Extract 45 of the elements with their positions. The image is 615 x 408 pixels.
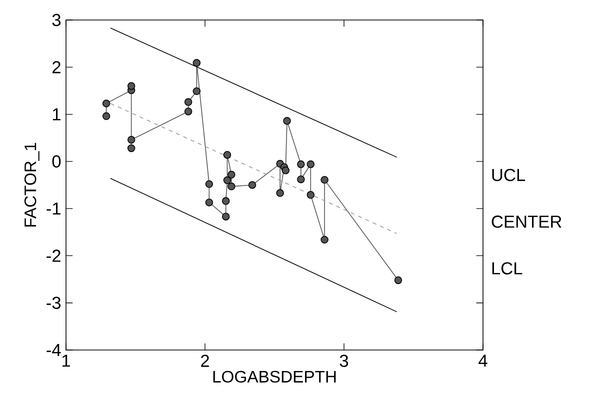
point [276, 189, 284, 197]
x-axis-title: LOGABSDEPTH [213, 370, 336, 383]
point [222, 212, 230, 220]
y-tick-label: 0 [52, 155, 61, 168]
y-axis-title: FACTOR_1 [24, 142, 40, 227]
point [228, 182, 236, 190]
y-tick-label: 2 [52, 61, 60, 74]
y-tick-label: 3 [52, 14, 61, 26]
point [320, 176, 328, 184]
point [102, 100, 110, 108]
text: LCL [492, 262, 522, 274]
point [184, 98, 192, 106]
y-tick-label: -2 [46, 250, 60, 262]
point [102, 112, 110, 120]
point [127, 82, 136, 90]
x-tick-label: 4 [478, 354, 488, 367]
point [222, 197, 230, 205]
point [320, 236, 328, 244]
point [306, 160, 315, 168]
point [127, 144, 136, 152]
y-tick-label: 1 [52, 108, 60, 120]
point [184, 108, 192, 116]
point [248, 181, 256, 189]
y-tick-label: -3 [46, 296, 61, 309]
point [394, 276, 402, 284]
point [282, 166, 290, 174]
y-tick-label: -1 [46, 202, 60, 215]
point [228, 170, 236, 178]
point [192, 59, 201, 67]
x-tick-label: 1 [62, 354, 70, 367]
point [205, 198, 214, 206]
y-tick-label: -4 [46, 344, 61, 356]
x-tick-label: 3 [340, 354, 348, 367]
text: UCL [492, 168, 526, 182]
point [297, 160, 305, 168]
point [223, 150, 232, 159]
point [223, 176, 232, 184]
point [192, 87, 201, 96]
point [127, 136, 136, 144]
point [205, 180, 214, 188]
point [306, 191, 315, 199]
point [297, 175, 305, 184]
text: CENTER [492, 216, 562, 228]
point [283, 117, 291, 125]
x-tick-label: 2 [201, 354, 209, 367]
